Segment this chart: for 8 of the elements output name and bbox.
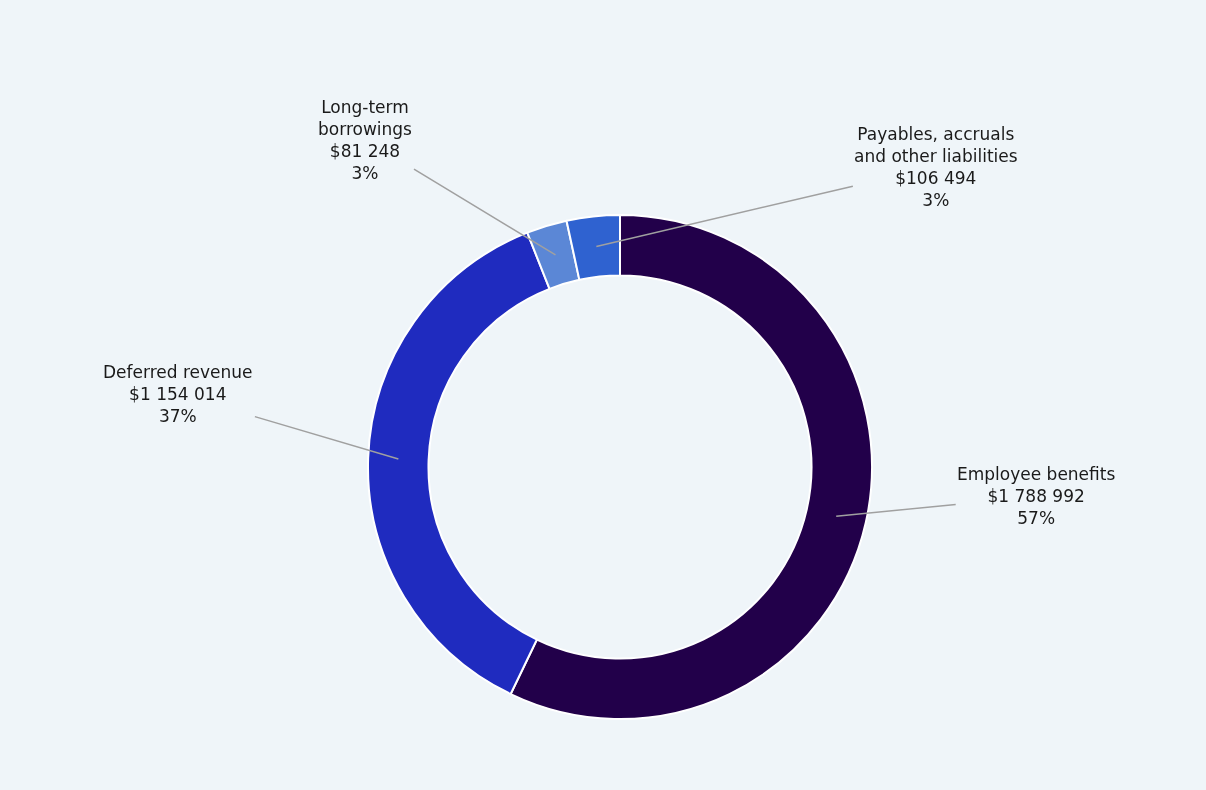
slice-label: Payables, accruals and other liabilities bbox=[854, 124, 1018, 167]
slice-label: Deferred revenue bbox=[103, 362, 253, 382]
data-label: $81 248 3% bbox=[329, 141, 401, 184]
slice-label: Employee benefits bbox=[957, 464, 1116, 484]
slice-label: Long-term borrowings bbox=[318, 97, 413, 140]
data-label: $106 494 3% bbox=[895, 168, 977, 211]
data-label: $1 154 014 37% bbox=[129, 384, 227, 427]
data-label: $1 788 992 57% bbox=[987, 486, 1085, 529]
